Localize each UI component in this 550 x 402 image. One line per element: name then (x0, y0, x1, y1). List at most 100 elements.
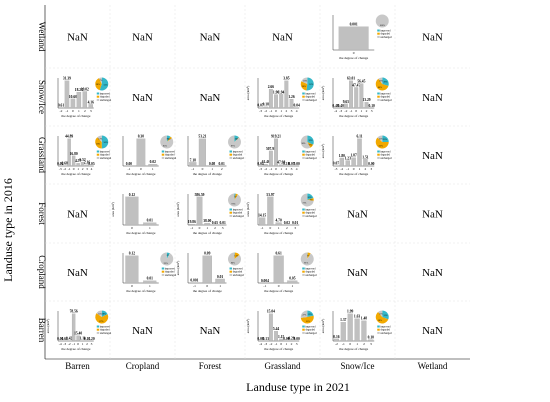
x-tick-label: -2 (68, 342, 71, 346)
pie-percent-label: 20% (308, 197, 312, 199)
x-tick-label: -1 (346, 167, 349, 171)
col-label: Forest (199, 361, 222, 371)
legend-swatch-improved (377, 92, 380, 95)
panel-x-label: the degree of change (264, 114, 293, 118)
x-tick-label: 1 (77, 167, 79, 171)
panel-y-label: area (km²) (46, 318, 50, 333)
x-tick-label: 2 (86, 342, 88, 346)
legend-label: degraded (305, 96, 315, 99)
bar-value-label: 5.44 (273, 327, 279, 331)
bar-value-label: 1.51 (362, 155, 368, 159)
pie-percent-label: 50% (104, 142, 108, 144)
legend-label: improved (100, 326, 111, 329)
pie-slice-improved (382, 77, 389, 87)
row-label: Forest (37, 202, 47, 225)
bar-value-label: 4.16 (88, 100, 94, 104)
legend-swatch-improved (161, 150, 165, 153)
legend-label: degraded (233, 154, 243, 157)
row-label: Barren (37, 318, 47, 343)
bar-value-label: 38.00 (203, 219, 211, 223)
bar (215, 278, 225, 284)
bar-value-label: 0.68 (62, 162, 68, 166)
bar-value-label: 0.00 (294, 162, 300, 166)
legend-swatch-improved (302, 325, 305, 328)
x-tick-label: 1 (211, 167, 213, 171)
pie-slice-degraded (95, 137, 102, 149)
col-label: Snow/Ice (341, 361, 375, 371)
pie-percent-label: 30% (383, 82, 387, 84)
legend-label: unchanged (233, 274, 245, 277)
pie-percent-label: 91% (231, 204, 235, 206)
nan-cell-label: NaN (422, 325, 443, 337)
x-tick-label: 4 (296, 109, 298, 113)
nan-cell-label: NaN (132, 325, 153, 337)
legend-swatch-improved (302, 208, 305, 211)
x-tick-label: 0 (280, 342, 282, 346)
pie-slice-improved (166, 252, 170, 259)
pie-slice-unchanged (300, 252, 314, 266)
bar-value-label: 0.20 (88, 337, 94, 341)
legend-label: improved (380, 30, 391, 33)
panel-x-label: the degree of change (193, 289, 222, 293)
pie-slice-improved (234, 135, 239, 142)
bar-value-label: 2.66 (268, 85, 274, 89)
legend-label: unchanged (380, 332, 392, 335)
pie-slice-unchanged (96, 310, 102, 317)
bar (333, 338, 339, 342)
x-tick-label: -1 (191, 167, 194, 171)
legend-swatch-improved (96, 150, 100, 153)
panel-y-label: area (km²) (321, 318, 325, 333)
x-tick-label: -4 (259, 342, 262, 346)
bar-value-label: 0.29 (288, 336, 294, 340)
pie-slice-unchanged (300, 193, 314, 207)
x-tick-label: 0 (275, 167, 277, 171)
bar (354, 87, 359, 109)
bar-value-label: 0.65 (212, 221, 218, 225)
x-tick-label: -1 (342, 342, 345, 346)
bar (263, 106, 268, 109)
x-tick-label: 0 (278, 284, 280, 288)
panel-grassland-to-barren: 0.02-30.68-2 44.89 -1 16.80 04.57 1 6.52 22.16 3… (57, 135, 112, 176)
bar (351, 157, 356, 167)
legend-label: degraded (305, 154, 315, 157)
x-tick-label: -1 (127, 167, 130, 171)
bar (189, 162, 197, 167)
nan-cell-label: NaN (422, 32, 443, 44)
bar-value-label: 1.48 (361, 317, 367, 321)
bar-value-label: 0.12 (129, 193, 135, 197)
legend-swatch-unchanged (377, 331, 380, 334)
pie-slice-unchanged (227, 193, 242, 207)
legend-label: unchanged (380, 36, 392, 39)
x-tick-label: -3 (259, 109, 262, 113)
legend-label: improved (165, 151, 176, 154)
bar-value-label: 7.18 (190, 158, 196, 162)
panel-x-label: the degree of change (61, 347, 90, 351)
pie-percent-label: 15% (98, 314, 102, 316)
legend-label: improved (305, 326, 316, 329)
x-tick-label: 0 (349, 342, 351, 346)
legend-swatch-unchanged (96, 98, 100, 101)
x-tick-label: 0 (202, 167, 204, 171)
bar-value-label: 2.16 (84, 161, 90, 165)
bar-value-label: 63.01 (347, 77, 355, 81)
bar-value-label: 53.21 (198, 135, 206, 139)
bar (364, 102, 369, 109)
x-tick-label: -1 (193, 284, 196, 288)
bar (136, 138, 146, 167)
pie-percent-label: 10% (379, 80, 383, 82)
x-tick-label: 1 (219, 284, 221, 288)
nan-cell-label: NaN (422, 92, 443, 104)
bar (143, 222, 157, 226)
bar (287, 280, 298, 284)
bar (274, 331, 278, 342)
legend-swatch-degraded (377, 32, 380, 35)
x-tick-label: 0 (275, 109, 277, 113)
bar-value-label: 0.01 (217, 275, 223, 279)
bar-value-label: 0.68 (62, 337, 68, 341)
bar (198, 138, 206, 167)
bar-value-label: 0.13 (263, 337, 269, 341)
x-tick-label: 3 (222, 226, 224, 230)
bar-value-label: 1.11 (80, 337, 86, 341)
